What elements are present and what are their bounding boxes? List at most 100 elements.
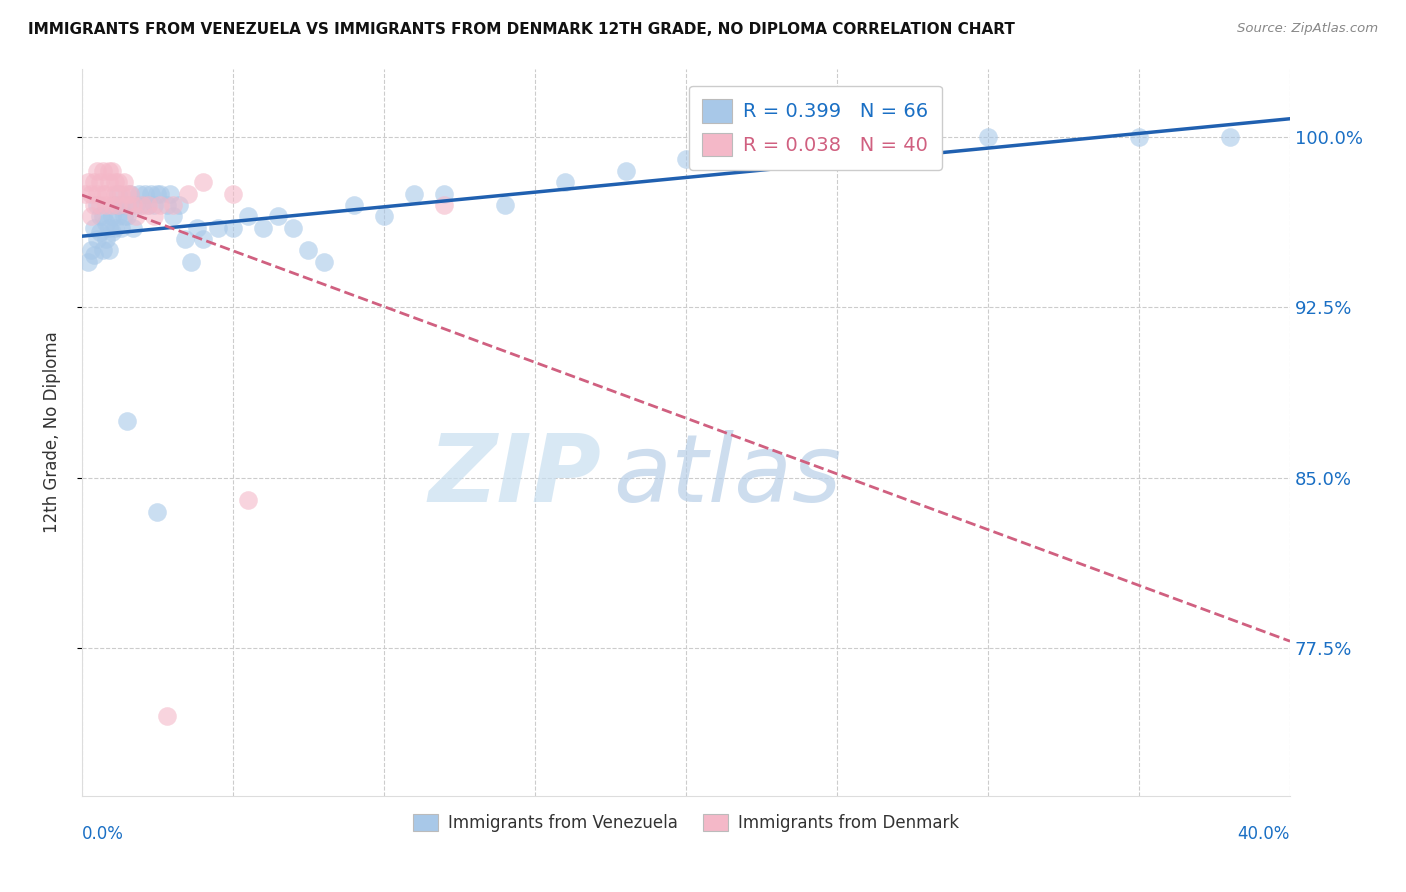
Text: ZIP: ZIP: [429, 430, 602, 522]
Point: [125, 209, 148, 223]
Point: [252, 220, 274, 235]
Point: [162, 198, 184, 212]
Point: [98, 244, 121, 258]
Point: [117, 198, 139, 212]
Text: IMMIGRANTS FROM VENEZUELA VS IMMIGRANTS FROM DENMARK 12TH GRADE, NO DIPLOMA CORR: IMMIGRANTS FROM VENEZUELA VS IMMIGRANTS …: [28, 22, 1015, 37]
Point: [138, 198, 160, 212]
Point: [222, 186, 245, 201]
Point: [312, 254, 335, 268]
Point: [110, 186, 132, 201]
Point: [283, 220, 305, 235]
Point: [80, 186, 103, 201]
Point: [83, 198, 105, 212]
Point: [98, 175, 121, 189]
Point: [117, 414, 139, 428]
Point: [104, 186, 127, 201]
Point: [101, 163, 124, 178]
Point: [73, 186, 96, 201]
Point: [86, 232, 108, 246]
Point: [101, 198, 124, 212]
Point: [134, 186, 156, 201]
Point: [614, 163, 637, 178]
Legend: Immigrants from Venezuela, Immigrants from Denmark: Immigrants from Venezuela, Immigrants fr…: [406, 807, 966, 838]
Point: [143, 198, 166, 212]
Point: [77, 175, 100, 189]
Point: [433, 198, 456, 212]
Point: [159, 186, 181, 201]
Point: [433, 186, 456, 201]
Point: [107, 186, 129, 201]
Point: [494, 198, 516, 212]
Point: [86, 163, 108, 178]
Point: [146, 505, 169, 519]
Text: 0.0%: 0.0%: [82, 825, 124, 843]
Point: [236, 493, 259, 508]
Point: [1219, 129, 1241, 144]
Point: [176, 186, 198, 201]
Point: [112, 209, 135, 223]
Point: [180, 254, 202, 268]
Point: [155, 709, 177, 723]
Point: [141, 186, 163, 201]
Point: [131, 198, 153, 212]
Point: [83, 248, 105, 262]
Point: [373, 209, 395, 223]
Point: [267, 209, 290, 223]
Point: [107, 198, 129, 212]
Point: [91, 244, 114, 258]
Point: [101, 209, 124, 223]
Point: [77, 254, 100, 268]
Point: [86, 198, 108, 212]
Point: [91, 163, 114, 178]
Point: [675, 153, 697, 167]
Point: [107, 175, 129, 189]
Point: [101, 225, 124, 239]
Point: [104, 175, 127, 189]
Point: [94, 186, 117, 201]
Point: [149, 198, 172, 212]
Point: [143, 209, 166, 223]
Text: atlas: atlas: [613, 430, 842, 521]
Point: [89, 225, 111, 239]
Point: [86, 186, 108, 201]
Point: [131, 198, 153, 212]
Point: [207, 220, 229, 235]
Point: [112, 175, 135, 189]
Point: [343, 198, 366, 212]
Point: [91, 186, 114, 201]
Point: [89, 198, 111, 212]
Point: [104, 198, 127, 212]
Point: [236, 209, 259, 223]
Point: [186, 220, 208, 235]
Point: [128, 186, 150, 201]
Point: [98, 220, 121, 235]
Point: [222, 220, 245, 235]
Point: [104, 220, 127, 235]
Point: [297, 244, 319, 258]
Point: [146, 186, 169, 201]
Point: [120, 186, 142, 201]
Point: [120, 186, 142, 201]
Text: Source: ZipAtlas.com: Source: ZipAtlas.com: [1237, 22, 1378, 36]
Point: [107, 209, 129, 223]
Point: [149, 186, 172, 201]
Point: [94, 216, 117, 230]
Point: [110, 198, 132, 212]
Point: [98, 163, 121, 178]
Point: [173, 232, 195, 246]
Point: [404, 186, 426, 201]
Point: [825, 141, 848, 155]
Point: [80, 244, 103, 258]
Point: [191, 175, 214, 189]
Point: [117, 186, 139, 201]
Point: [83, 220, 105, 235]
Point: [191, 232, 214, 246]
Point: [94, 232, 117, 246]
Point: [117, 198, 139, 212]
Point: [91, 209, 114, 223]
Point: [117, 209, 139, 223]
Point: [554, 175, 576, 189]
Point: [167, 198, 190, 212]
Text: 40.0%: 40.0%: [1237, 825, 1291, 843]
Point: [1128, 129, 1150, 144]
